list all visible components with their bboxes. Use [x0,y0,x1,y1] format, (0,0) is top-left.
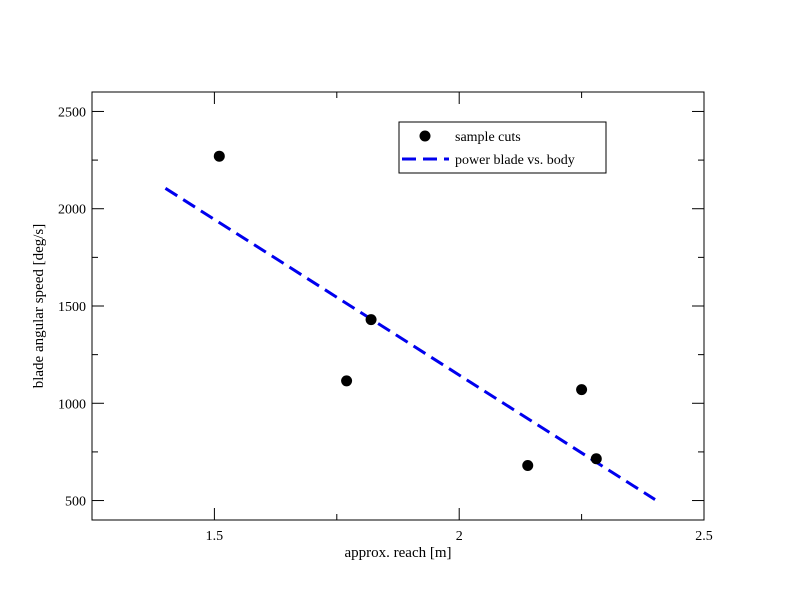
y-axis-label: blade angular speed [deg/s] [31,224,47,389]
x-tick-label: 2 [456,529,463,544]
legend-marker-sample-cuts [419,130,431,142]
data-point [522,460,534,472]
y-tick-label: 1500 [58,300,86,315]
data-point [341,375,353,387]
legend-entry-label: power blade vs. body [455,153,575,168]
series-layer [164,150,656,501]
data-point [576,384,588,396]
y-tick-label: 1000 [58,397,86,412]
data-point [213,150,225,162]
fit-line [164,187,656,501]
y-tick-label: 2000 [58,203,86,218]
data-point [590,453,602,465]
data-point [365,314,377,326]
legend-entry-label: sample cuts [455,130,521,145]
y-tick-label: 2500 [58,105,86,120]
legend: sample cuts power blade vs. body [398,121,607,174]
legend-box [398,121,607,174]
x-tick-label: 2.5 [695,529,713,544]
x-axis-label: approx. reach [m] [344,545,451,561]
tick-labels: 1.5 2 2.5 500 1000 1500 2000 2500 [58,105,713,544]
axis-ticks [91,92,705,520]
y-tick-label: 500 [65,495,86,510]
x-tick-label: 1.5 [206,529,224,544]
